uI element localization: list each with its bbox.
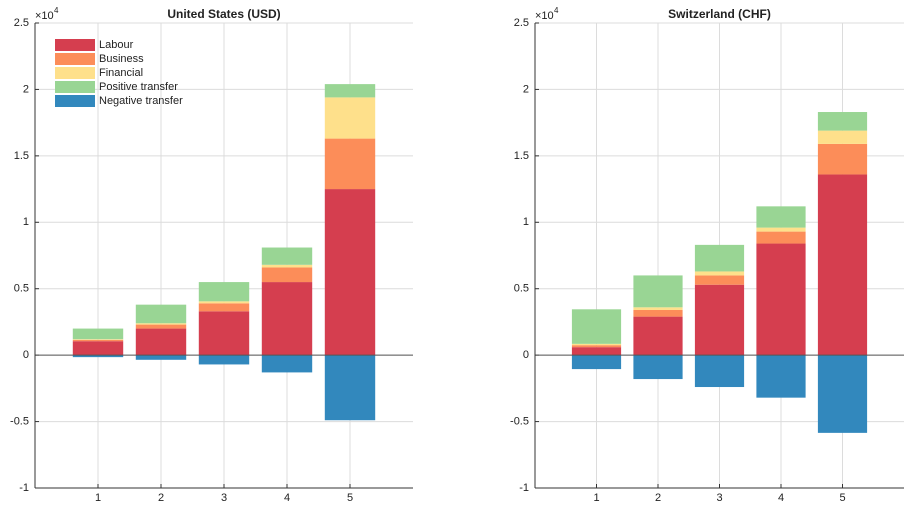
y-tick-label: 2 bbox=[523, 83, 529, 95]
bar-segment bbox=[72, 328, 124, 340]
bar-segment bbox=[72, 341, 124, 356]
bar-segment bbox=[571, 343, 622, 346]
bar-segment bbox=[324, 355, 376, 421]
bar-segment bbox=[633, 316, 683, 356]
bar-segment bbox=[198, 355, 250, 365]
legend-label: Negative transfer bbox=[99, 95, 183, 107]
bar-segment bbox=[756, 355, 806, 398]
x-tick-label: 5 bbox=[839, 492, 845, 504]
bar-segment bbox=[261, 355, 313, 373]
x-tick-label: 3 bbox=[716, 492, 722, 504]
x-tick-label: 5 bbox=[347, 492, 353, 504]
bar-segment bbox=[756, 231, 806, 244]
bar-segment bbox=[324, 189, 376, 356]
bar-segment bbox=[694, 355, 745, 388]
y-tick-label: -0.5 bbox=[10, 415, 29, 427]
y-multiplier: ×10 bbox=[35, 10, 54, 22]
bar-segment bbox=[135, 355, 187, 360]
bar-segment bbox=[324, 138, 376, 190]
bar-segment bbox=[756, 206, 806, 228]
y-tick-label: 0 bbox=[523, 349, 529, 361]
subplot: United States (USD)×10 4-1-0.500.511.522.… bbox=[10, 6, 413, 504]
y-tick-label: -0.5 bbox=[510, 415, 529, 427]
y-tick-label: 0.5 bbox=[14, 283, 29, 295]
y-tick-label: 1.5 bbox=[14, 150, 29, 162]
y-multiplier-exponent: 4 bbox=[554, 6, 559, 15]
y-tick-label: -1 bbox=[519, 482, 529, 494]
x-tick-label: 1 bbox=[593, 492, 599, 504]
bar-segment bbox=[756, 227, 806, 232]
bar-segment bbox=[633, 307, 683, 310]
legend-swatch bbox=[55, 67, 95, 79]
bar-segment bbox=[135, 323, 187, 325]
bar-segment bbox=[633, 275, 683, 308]
bar-segment bbox=[261, 267, 313, 283]
x-tick-label: 4 bbox=[284, 492, 290, 504]
legend-label: Positive transfer bbox=[99, 81, 178, 93]
y-tick-label: 1 bbox=[23, 216, 29, 228]
bar-segment bbox=[571, 347, 622, 356]
legend-label: Financial bbox=[99, 67, 143, 79]
bar-segment bbox=[694, 284, 745, 356]
x-tick-label: 1 bbox=[95, 492, 101, 504]
y-tick-label: 2.5 bbox=[514, 17, 529, 29]
bar-segment bbox=[198, 301, 250, 304]
bar-segment bbox=[72, 339, 124, 342]
bar-segment bbox=[633, 309, 683, 317]
bar-segment bbox=[571, 309, 622, 344]
y-multiplier-exponent: 4 bbox=[54, 6, 59, 15]
legend-swatch bbox=[55, 81, 95, 93]
bar-segment bbox=[571, 345, 622, 348]
bar-segment bbox=[633, 355, 683, 380]
chart-title: United States (USD) bbox=[167, 7, 280, 21]
bar-segment bbox=[72, 355, 124, 358]
legend-label: Business bbox=[99, 53, 144, 65]
bar-segment bbox=[198, 282, 250, 302]
bar-segment bbox=[198, 303, 250, 312]
bar-segment bbox=[198, 311, 250, 356]
bar-segment bbox=[261, 282, 313, 356]
bar-segment bbox=[756, 243, 806, 356]
bar-segment bbox=[261, 247, 313, 265]
legend-swatch bbox=[55, 95, 95, 107]
bar-segment bbox=[817, 143, 868, 175]
bar-segment bbox=[694, 271, 745, 276]
bar-segment bbox=[817, 112, 868, 131]
bar-segment bbox=[72, 339, 124, 340]
y-tick-label: 2 bbox=[23, 83, 29, 95]
x-tick-label: 2 bbox=[158, 492, 164, 504]
y-tick-label: 0 bbox=[23, 349, 29, 361]
y-tick-label: 0.5 bbox=[514, 283, 529, 295]
y-multiplier: ×10 bbox=[535, 10, 554, 22]
bar-segment bbox=[261, 264, 313, 268]
legend-swatch bbox=[55, 39, 95, 51]
bar-segment bbox=[135, 304, 187, 324]
bar-segment bbox=[324, 97, 376, 139]
bar-segment bbox=[817, 130, 868, 144]
bar-segment bbox=[324, 84, 376, 98]
bar-segment bbox=[135, 324, 187, 329]
x-tick-label: 4 bbox=[778, 492, 784, 504]
bar-segment bbox=[817, 355, 868, 433]
chart-title: Switzerland (CHF) bbox=[668, 7, 771, 21]
bar-segment bbox=[694, 244, 745, 272]
y-tick-label: 1 bbox=[523, 216, 529, 228]
bar-segment bbox=[571, 355, 622, 370]
y-tick-label: -1 bbox=[19, 482, 29, 494]
y-tick-label: 1.5 bbox=[514, 150, 529, 162]
x-tick-label: 3 bbox=[221, 492, 227, 504]
legend-label: Labour bbox=[99, 39, 134, 51]
bar-segment bbox=[817, 174, 868, 356]
y-tick-label: 2.5 bbox=[14, 17, 29, 29]
bar-segment bbox=[135, 328, 187, 356]
legend-swatch bbox=[55, 53, 95, 65]
subplot: Switzerland (CHF)×10 4-1-0.500.511.522.51… bbox=[510, 6, 904, 504]
bar-segment bbox=[694, 275, 745, 285]
x-tick-label: 2 bbox=[655, 492, 661, 504]
